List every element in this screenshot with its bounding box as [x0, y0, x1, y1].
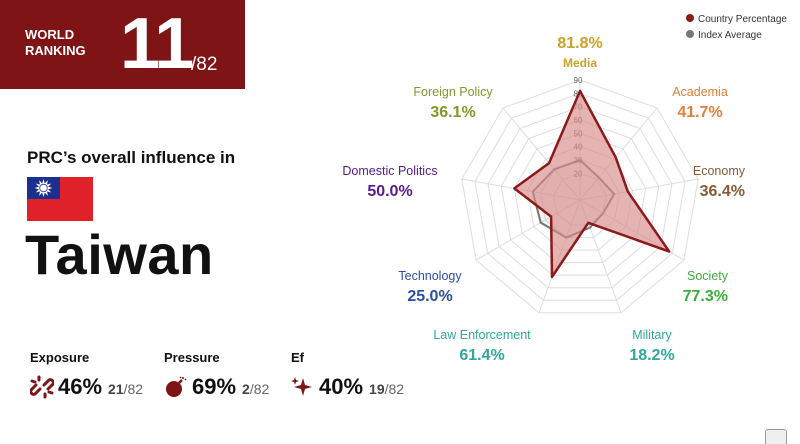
- sparkle-icon: [291, 377, 312, 396]
- metric-rank: 19: [369, 381, 385, 397]
- taiwan-flag-icon: [27, 177, 93, 221]
- radar-axis-value: 77.3%: [683, 288, 728, 305]
- world-ranking-label-line1: WORLD: [25, 27, 75, 42]
- radar-axis-label: Media: [563, 56, 597, 70]
- metric-label: Exposure: [30, 350, 90, 365]
- world-ranking-label: WORLD RANKING: [25, 27, 86, 59]
- bomb-icon: [166, 376, 187, 397]
- legend-swatch: [686, 14, 694, 22]
- radar-grid-ring: [513, 132, 647, 264]
- world-ranking-box: WORLD RANKING 11 /82: [0, 0, 245, 89]
- world-ranking-number: 11: [120, 4, 194, 84]
- metric-exposure: Exposure 46% 21 /82: [30, 350, 143, 400]
- radar-grid-ring: [500, 119, 660, 276]
- radar-grid-ring: [461, 79, 699, 314]
- radar-grid-ring: [474, 92, 686, 301]
- country-name: Taiwan: [25, 223, 214, 286]
- broken-link-icon: [30, 375, 54, 399]
- radar-axis-value: 41.7%: [677, 104, 722, 121]
- radar-axis-label: Domestic Politics: [342, 164, 437, 178]
- metric-value: 46%: [58, 374, 103, 399]
- radar-axis-value: 36.4%: [700, 183, 745, 200]
- radar-tick-label: 90: [574, 76, 583, 85]
- radar-axis-value: 81.8%: [557, 35, 602, 52]
- radar-axis-value: 50.0%: [367, 183, 412, 200]
- metric-value: 69%: [192, 374, 237, 399]
- radar-series-country-percentage: [513, 89, 671, 279]
- legend-label: Country Percentage: [698, 14, 787, 25]
- metric-rank: 21: [108, 381, 124, 397]
- radar-grid-ring: [487, 106, 673, 289]
- radar-axis-label: Society: [687, 269, 729, 283]
- metric-pressure: Pressure 69% 2 /82: [164, 350, 269, 400]
- radar-axis-label: Law Enforcement: [433, 328, 531, 342]
- radar-axis-value: 61.4%: [459, 347, 504, 364]
- radar-axis-value: 25.0%: [407, 288, 452, 305]
- radar-axis-value: 18.2%: [629, 347, 674, 364]
- metric-rank: 2: [242, 381, 250, 397]
- metric-label: Ef: [291, 350, 304, 365]
- radar-axis-label: Academia: [672, 85, 728, 99]
- metric-total: /82: [249, 381, 270, 397]
- document-icon[interactable]: [765, 429, 787, 444]
- radar-axis-value: 36.1%: [430, 104, 475, 121]
- radar-axis-label: Technology: [398, 269, 462, 283]
- metric-total: /82: [384, 381, 405, 397]
- metric-label: Pressure: [164, 350, 220, 365]
- metric-effectiveness: Ef 40% 19 /82: [291, 350, 404, 400]
- world-ranking-label-line2: RANKING: [25, 43, 86, 58]
- radar-axis-label: Foreign Policy: [413, 85, 493, 99]
- radar-axis-label: Economy: [693, 164, 746, 178]
- world-ranking-total: /82: [191, 54, 218, 75]
- legend-swatch: [686, 30, 694, 38]
- legend-label: Index Average: [698, 30, 762, 41]
- metric-value: 40%: [319, 374, 364, 399]
- influence-subtitle: PRC’s overall influence in: [27, 148, 236, 167]
- metric-total: /82: [123, 381, 144, 397]
- radar-axis-label: Military: [632, 328, 672, 342]
